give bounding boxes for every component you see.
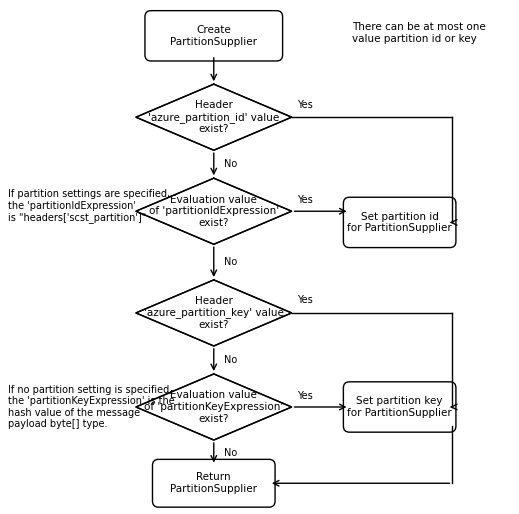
Text: No: No <box>224 355 237 365</box>
Text: Return
PartitionSupplier: Return PartitionSupplier <box>170 472 257 494</box>
Text: If partition settings are specified,
the 'partitionIdExpression'
is "headers['sc: If partition settings are specified, the… <box>8 189 170 223</box>
Text: Set partition id
for PartitionSupplier: Set partition id for PartitionSupplier <box>347 212 452 233</box>
FancyBboxPatch shape <box>153 460 275 507</box>
FancyBboxPatch shape <box>344 382 456 432</box>
Text: No: No <box>224 448 237 458</box>
Text: Yes: Yes <box>297 195 312 205</box>
Text: There can be at most one
value partition id or key: There can be at most one value partition… <box>352 23 486 44</box>
FancyBboxPatch shape <box>145 11 283 61</box>
FancyBboxPatch shape <box>344 197 456 248</box>
Text: No: No <box>224 257 237 267</box>
Text: Evaluation value
of 'partitionKeyExpression'
exist?: Evaluation value of 'partitionKeyExpress… <box>144 391 283 424</box>
Polygon shape <box>136 374 292 440</box>
Text: If no partition setting is specified,
the 'partitionKeyExpression' is the
hash v: If no partition setting is specified, th… <box>8 384 174 429</box>
Text: Yes: Yes <box>297 100 312 109</box>
Text: Evaluation value
of 'partitionIdExpression'
exist?: Evaluation value of 'partitionIdExpressi… <box>149 195 279 228</box>
Text: No: No <box>224 159 237 169</box>
Text: Yes: Yes <box>297 391 312 401</box>
Text: Yes: Yes <box>297 296 312 305</box>
Polygon shape <box>136 178 292 244</box>
Polygon shape <box>136 84 292 150</box>
Text: Header
'azure_partition_id' value
exist?: Header 'azure_partition_id' value exist? <box>148 100 279 134</box>
Polygon shape <box>136 280 292 346</box>
Text: Create
PartitionSupplier: Create PartitionSupplier <box>170 25 257 47</box>
Text: Set partition key
for PartitionSupplier: Set partition key for PartitionSupplier <box>347 396 452 418</box>
Text: Header
'azure_partition_key' value
exist?: Header 'azure_partition_key' value exist… <box>144 296 284 330</box>
